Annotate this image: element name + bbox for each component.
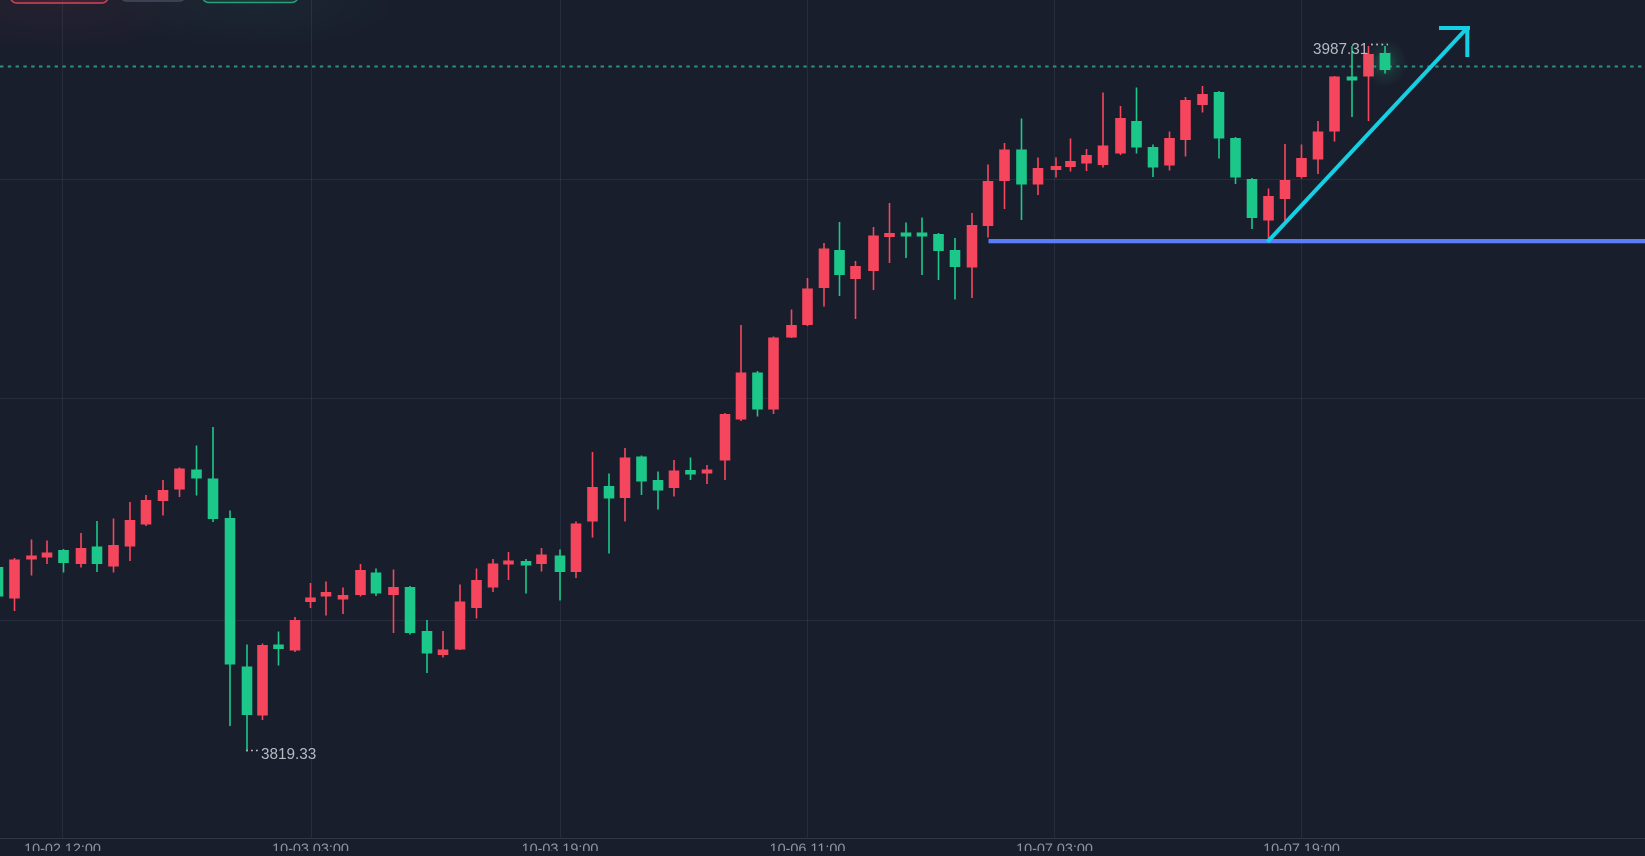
svg-text:10-02 12:00: 10-02 12:00 [24, 842, 101, 851]
svg-text:10-03 03:00: 10-03 03:00 [272, 842, 349, 851]
svg-text:10-06 11:00: 10-06 11:00 [770, 842, 846, 851]
svg-text:10-03 19:00: 10-03 19:00 [522, 842, 599, 851]
svg-text:3987.31: 3987.31 [1313, 41, 1368, 58]
svg-text:10-07 19:00: 10-07 19:00 [1263, 842, 1340, 851]
svg-text:10-07 03:00: 10-07 03:00 [1016, 842, 1093, 851]
svg-text:3819.33: 3819.33 [261, 746, 316, 763]
